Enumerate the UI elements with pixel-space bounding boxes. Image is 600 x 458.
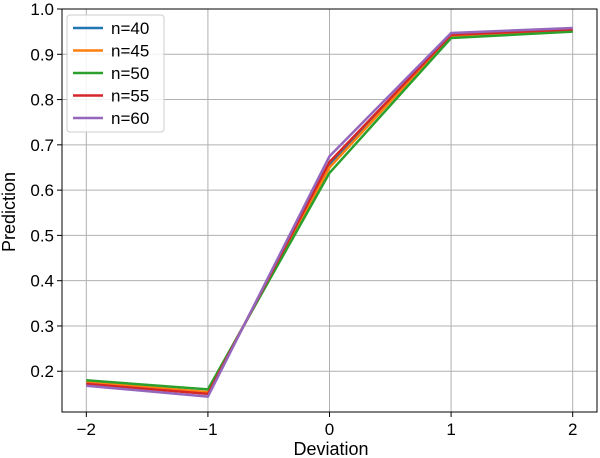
series-line-n50 <box>86 30 573 391</box>
y-tick-label: 1.0 <box>30 0 54 19</box>
y-axis-ticks: 0.2 0.3 0.4 0.5 0.6 0.7 0.8 0.9 1.0 <box>30 0 62 381</box>
x-tick-label: 1 <box>446 420 455 439</box>
x-tick-label: −1 <box>198 420 217 439</box>
legend-entry: n=60 <box>111 109 149 128</box>
legend-entry: n=55 <box>111 87 149 106</box>
x-tick-label: 2 <box>568 420 577 439</box>
x-tick-label: 0 <box>325 420 334 439</box>
x-tick-label: −2 <box>77 420 96 439</box>
legend-entry: n=40 <box>111 19 149 38</box>
y-tick-label: 0.2 <box>30 362 54 381</box>
y-tick-label: 0.6 <box>30 181 54 200</box>
legend-box <box>66 14 165 133</box>
x-axis-ticks: −2 −1 0 1 2 <box>77 412 577 439</box>
legend-entry: n=45 <box>111 42 149 61</box>
y-axis-label: Prediction <box>0 172 19 252</box>
series-line-n55 <box>86 28 573 396</box>
legend: n=40 n=45 n=50 n=55 n=60 <box>66 14 165 133</box>
legend-entry: n=50 <box>111 64 149 83</box>
y-tick-label: 0.5 <box>30 226 54 245</box>
series-line-n60 <box>86 26 573 398</box>
y-tick-label: 0.7 <box>30 136 54 155</box>
x-axis-label: Deviation <box>293 439 368 458</box>
y-tick-label: 0.9 <box>30 45 54 64</box>
y-tick-label: 0.4 <box>30 272 54 291</box>
y-tick-label: 0.8 <box>30 91 54 110</box>
y-tick-label: 0.3 <box>30 317 54 336</box>
series-lines <box>86 26 573 398</box>
